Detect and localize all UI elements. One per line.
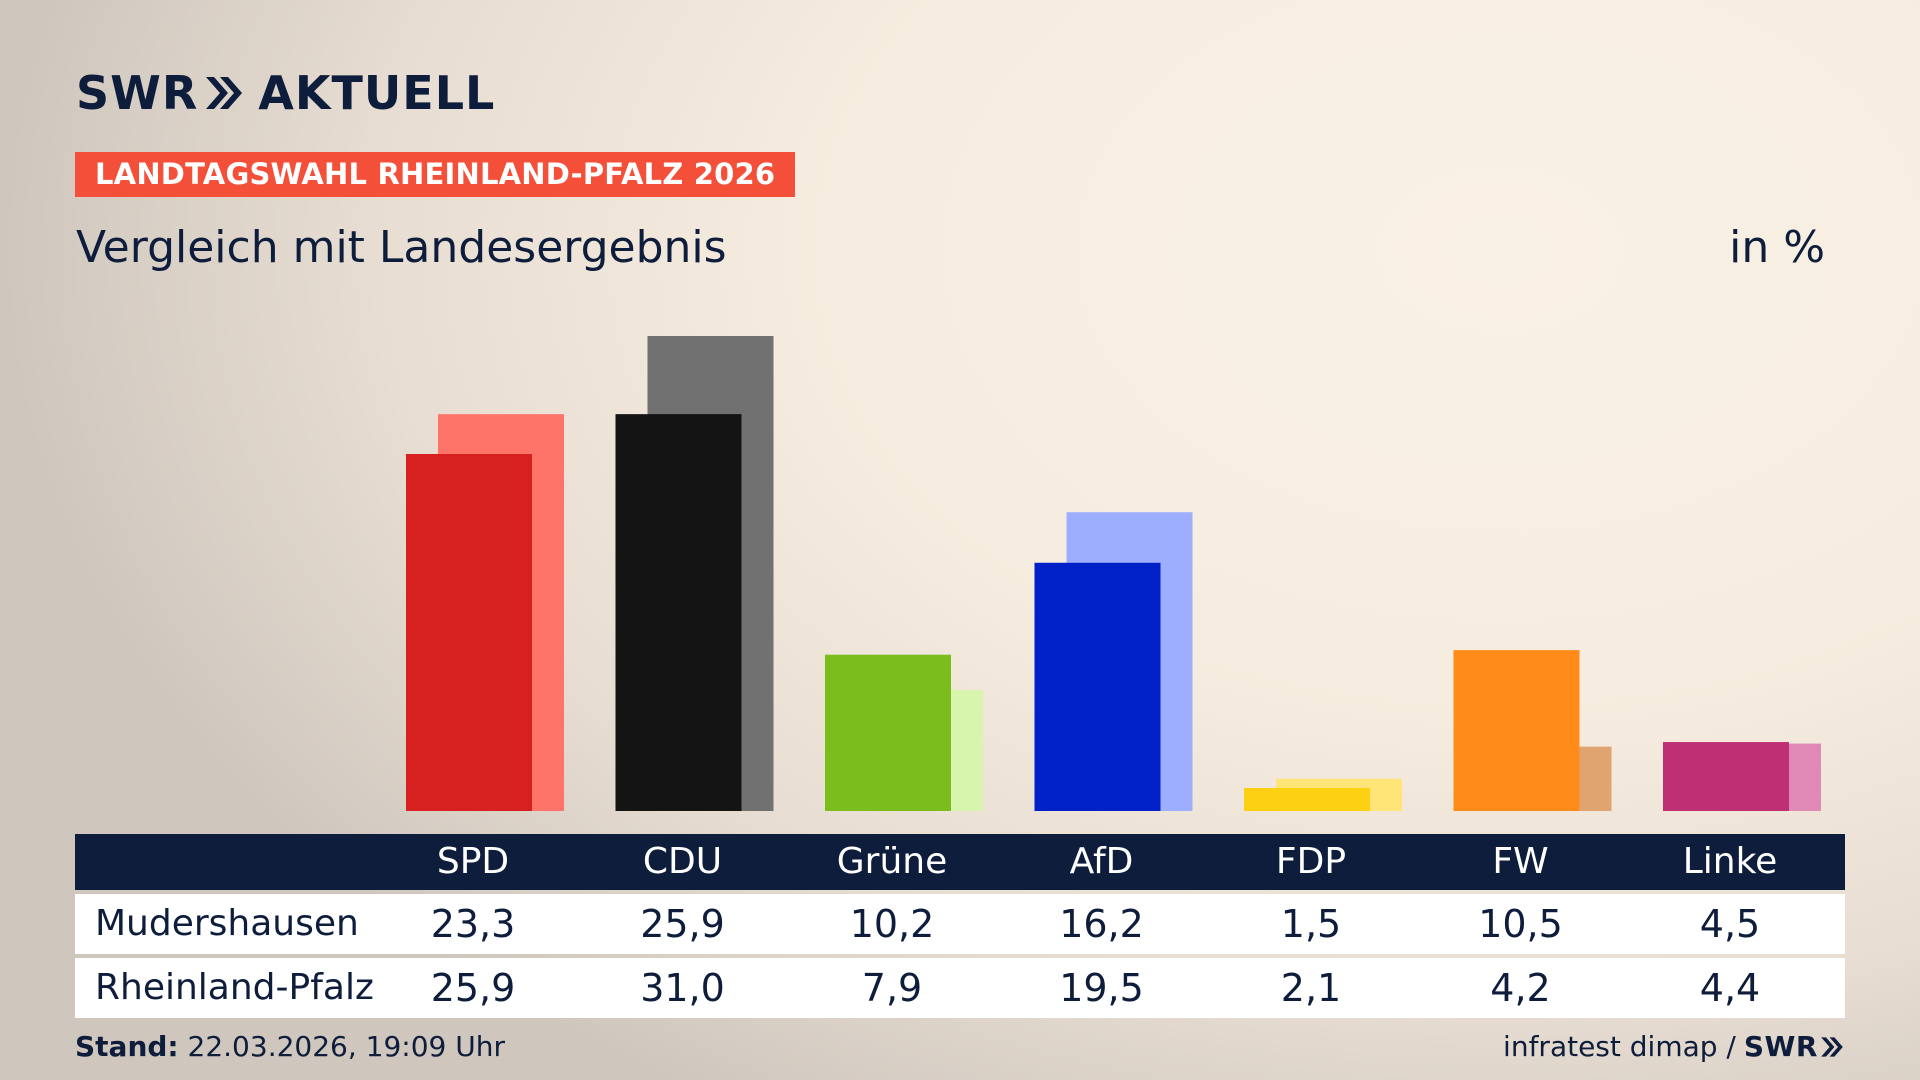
table-cell: 16,2 [1059, 902, 1144, 946]
bar-mudershausen-afd [1034, 562, 1161, 811]
unit-label: in % [1729, 222, 1825, 273]
table-cell: 4,4 [1699, 966, 1761, 1010]
swr-aktuell-logo: SWR AKTUELL [76, 66, 496, 120]
bar-chart [406, 336, 1821, 811]
source-text: infratest dimap / [1503, 1030, 1736, 1063]
table-row: Rheinland-Pfalz 25,9 31,0 7,9 19,5 2,1 4,2 4,4 [75, 958, 1845, 1018]
table-cell: 4,5 [1699, 902, 1761, 946]
table-cell: 25,9 [640, 902, 725, 946]
timestamp: Stand: 22.03.2026, 19:09 Uhr [75, 1030, 505, 1063]
bar-mudershausen-linke [1663, 742, 1789, 811]
row-label: Rheinland-Pfalz [95, 967, 374, 1008]
table-cell: 25,9 [430, 966, 516, 1010]
table-header: SPD CDU Grüne AfD FDP FW Linke [75, 834, 1845, 890]
table-cell: 31,0 [640, 966, 725, 1010]
column-header: FW [1492, 841, 1549, 882]
table-row: Mudershausen 23,3 25,9 10,2 16,2 1,5 10,5 4,5 [75, 894, 1845, 954]
column-header: Grüne [836, 841, 948, 882]
row-label: Mudershausen [95, 903, 359, 944]
chart-subtitle: Vergleich mit Landesergebnis [76, 222, 727, 273]
bar-mudershausen-grne [825, 654, 951, 811]
column-header: Linke [1682, 841, 1778, 882]
table-cell: 10,5 [1478, 902, 1563, 946]
stand-label: Stand: [75, 1030, 179, 1063]
logo-aktuell-text: AKTUELL [258, 66, 496, 120]
column-header: CDU [642, 841, 723, 882]
stand-value: 22.03.2026, 19:09 Uhr [187, 1030, 505, 1063]
logo-swr-text: SWR [76, 66, 199, 120]
table-cell: 4,2 [1490, 966, 1551, 1010]
bar-mudershausen-fdp [1244, 788, 1370, 811]
chevron-double-right-icon [206, 77, 243, 109]
results-table: SPD CDU Grüne AfD FDP FW Linke Mudershausen 23,… [75, 834, 1845, 1018]
column-header: AfD [1069, 841, 1134, 882]
swr-mini-logo: SWR [1743, 1030, 1818, 1063]
table-cell: 10,2 [849, 902, 935, 946]
table-body: Mudershausen 23,3 25,9 10,2 16,2 1,5 10,5 4,5 Rh… [75, 894, 1845, 1018]
chevron-double-right-icon [1821, 1036, 1843, 1057]
table-cell: 7,9 [861, 966, 923, 1010]
column-header: FDP [1275, 841, 1347, 882]
bar-mudershausen-cdu [615, 414, 742, 811]
table-cell: 19,5 [1059, 966, 1144, 1010]
election-kicker: LANDTAGSWAHL RHEINLAND-PFALZ 2026 [75, 152, 796, 197]
bar-mudershausen-spd [406, 453, 532, 811]
table-cell: 2,1 [1280, 966, 1342, 1010]
table-cell: 23,3 [430, 902, 516, 946]
source-credit: infratest dimap / SWR [1503, 1030, 1844, 1063]
table-cell: 1,5 [1280, 902, 1342, 946]
column-header: SPD [436, 841, 510, 882]
bar-mudershausen-fw [1453, 650, 1580, 811]
